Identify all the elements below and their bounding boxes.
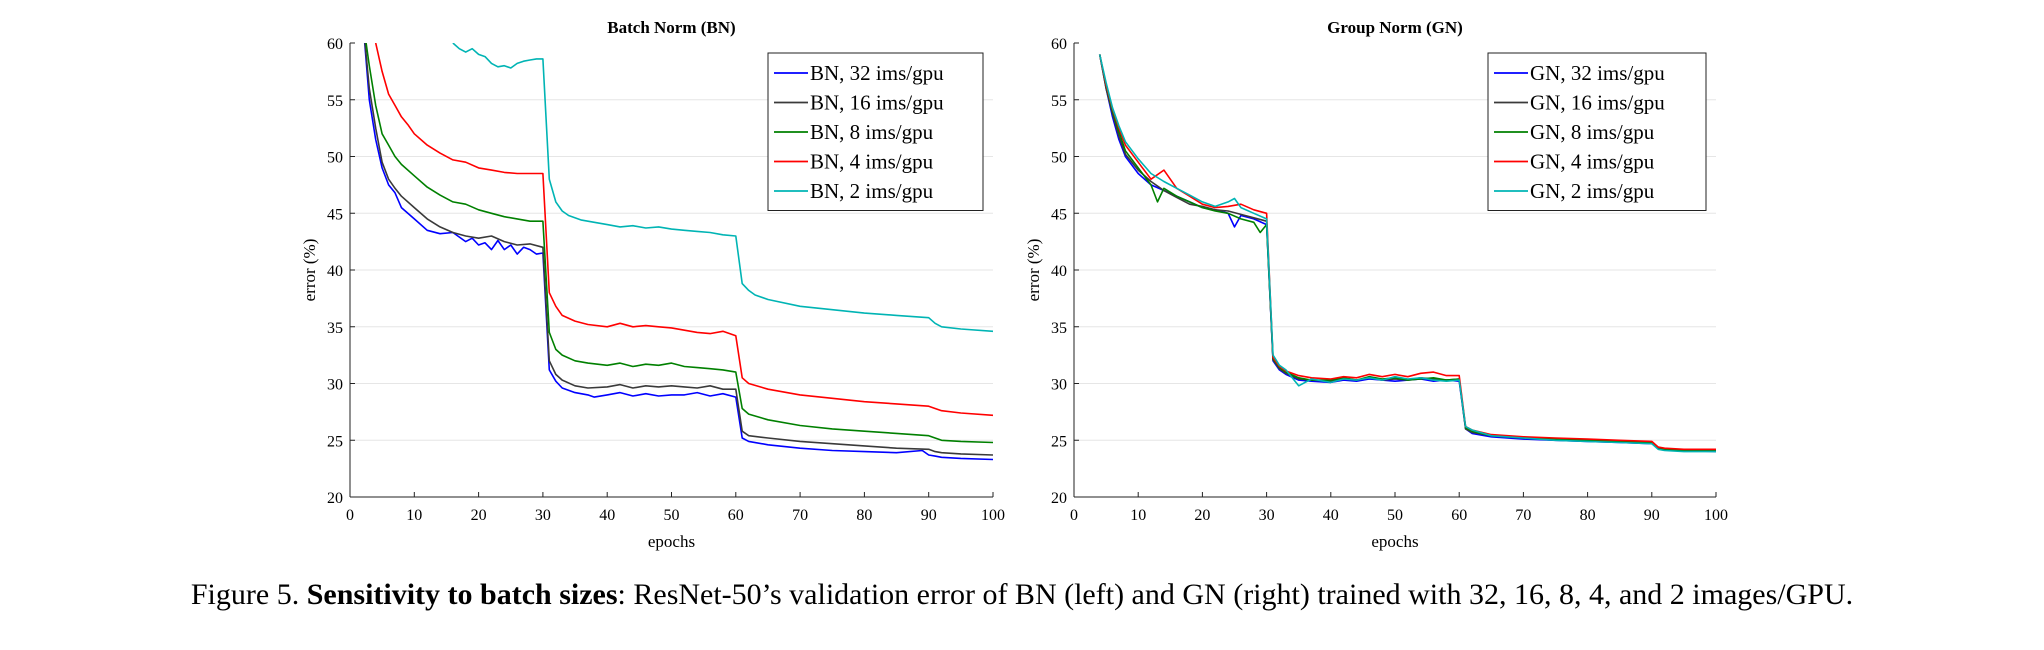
caption-bold: Sensitivity to batch sizes — [306, 578, 618, 611]
x-tick-label: 90 — [1644, 507, 1660, 524]
y-tick-label: 35 — [1051, 320, 1067, 337]
x-tick-label: 80 — [856, 507, 872, 524]
x-tick-label: 100 — [981, 507, 1005, 524]
y-tick-label: 40 — [1051, 263, 1067, 280]
legend-label-3: GN, 8 ims/gpu — [1530, 120, 1655, 144]
series-line-5 — [452, 43, 993, 333]
legend: BN, 32 ims/gpu BN, 16 ims/gpu BN, 8 ims/gp… — [767, 52, 984, 211]
legend-label-5: BN, 2 ims/gpu — [810, 179, 934, 203]
y-tick-label: 25 — [327, 433, 343, 450]
x-tick-label: 30 — [1259, 507, 1275, 524]
x-tick-label: 10 — [406, 507, 422, 524]
y-tick-label: 45 — [327, 206, 343, 223]
y-axis-label: error (%) — [300, 239, 319, 302]
legend-label-1: GN, 32 ims/gpu — [1530, 61, 1665, 85]
x-tick-label: 20 — [1194, 507, 1210, 524]
chart-2: 0 10 20 30 40 50 60 70 80 90 100 20 25 30 35 40 45 50 55 60… — [1024, 18, 1728, 551]
y-tick-label: 25 — [1051, 433, 1067, 450]
x-tick-label: 40 — [599, 507, 615, 524]
y-axis-label: error (%) — [1024, 239, 1043, 302]
y-tick-label: 20 — [327, 490, 343, 507]
x-tick-label: 60 — [728, 507, 744, 524]
x-tick-label: 70 — [792, 507, 808, 524]
chart-title: Batch Norm (BN) — [607, 18, 735, 37]
y-tick-label: 35 — [327, 320, 343, 337]
legend-label-4: BN, 4 ims/gpu — [810, 150, 934, 174]
y-tick-label: 60 — [327, 36, 343, 53]
chart-1: 0 10 20 30 40 50 60 70 80 90 100 20 25 30 35 40 45 50 55 60… — [300, 18, 1005, 551]
x-tick-label: 20 — [471, 507, 487, 524]
x-tick-label: 60 — [1451, 507, 1467, 524]
y-tick-label: 50 — [327, 150, 343, 167]
series-lines — [363, 43, 993, 461]
y-tick-label: 30 — [327, 377, 343, 394]
x-axis-label: epochs — [648, 532, 695, 551]
y-tick-label: 45 — [1051, 206, 1067, 223]
caption-prefix: Figure 5. — [190, 578, 307, 611]
x-tick-label: 0 — [1070, 507, 1078, 524]
x-tick-label: 100 — [1704, 507, 1728, 524]
x-tick-label: 80 — [1580, 507, 1596, 524]
y-tick-label: 55 — [1051, 93, 1067, 110]
y-tick-label: 30 — [1051, 377, 1067, 394]
x-tick-label: 10 — [1130, 507, 1146, 524]
x-tick-label: 30 — [535, 507, 551, 524]
legend-label-2: BN, 16 ims/gpu — [810, 91, 944, 115]
x-tick-label: 70 — [1515, 507, 1531, 524]
legend-label-2: GN, 16 ims/gpu — [1530, 91, 1665, 115]
chart-title: Group Norm (GN) — [1327, 18, 1463, 37]
series-line-1 — [363, 43, 993, 461]
series-lines — [1098, 54, 1716, 453]
x-tick-label: 0 — [346, 507, 354, 524]
legend-label-4: GN, 4 ims/gpu — [1530, 150, 1655, 174]
series-line-4 — [374, 43, 993, 417]
y-tick-label: 40 — [327, 263, 343, 280]
caption-rest: : ResNet-50’s validation error of BN (le… — [617, 578, 1854, 611]
series-line-5 — [1098, 54, 1716, 453]
series-line-4 — [1098, 54, 1716, 451]
x-axis-label: epochs — [1371, 532, 1418, 551]
y-tick-label: 55 — [327, 93, 343, 110]
series-line-2 — [364, 43, 993, 456]
legend-label-5: GN, 2 ims/gpu — [1530, 179, 1655, 203]
legend-label-1: BN, 32 ims/gpu — [810, 61, 944, 85]
series-line-3 — [365, 43, 993, 444]
legend: GN, 32 ims/gpu GN, 16 ims/gpu GN, 8 ims/gp… — [1487, 52, 1707, 211]
x-tick-label: 90 — [921, 507, 937, 524]
y-tick-label: 20 — [1051, 490, 1067, 507]
legend-label-3: BN, 8 ims/gpu — [810, 120, 934, 144]
x-tick-label: 50 — [1387, 507, 1403, 524]
x-tick-label: 50 — [664, 507, 680, 524]
y-tick-label: 50 — [1051, 150, 1067, 167]
figure-caption: Figure 5. Sensitivity to batch sizes: Re… — [0, 575, 2044, 615]
y-tick-label: 60 — [1051, 36, 1067, 53]
x-tick-label: 40 — [1323, 507, 1339, 524]
figure: 0 10 20 30 40 50 60 70 80 90 100202530354045505560… — [300, 18, 1728, 551]
